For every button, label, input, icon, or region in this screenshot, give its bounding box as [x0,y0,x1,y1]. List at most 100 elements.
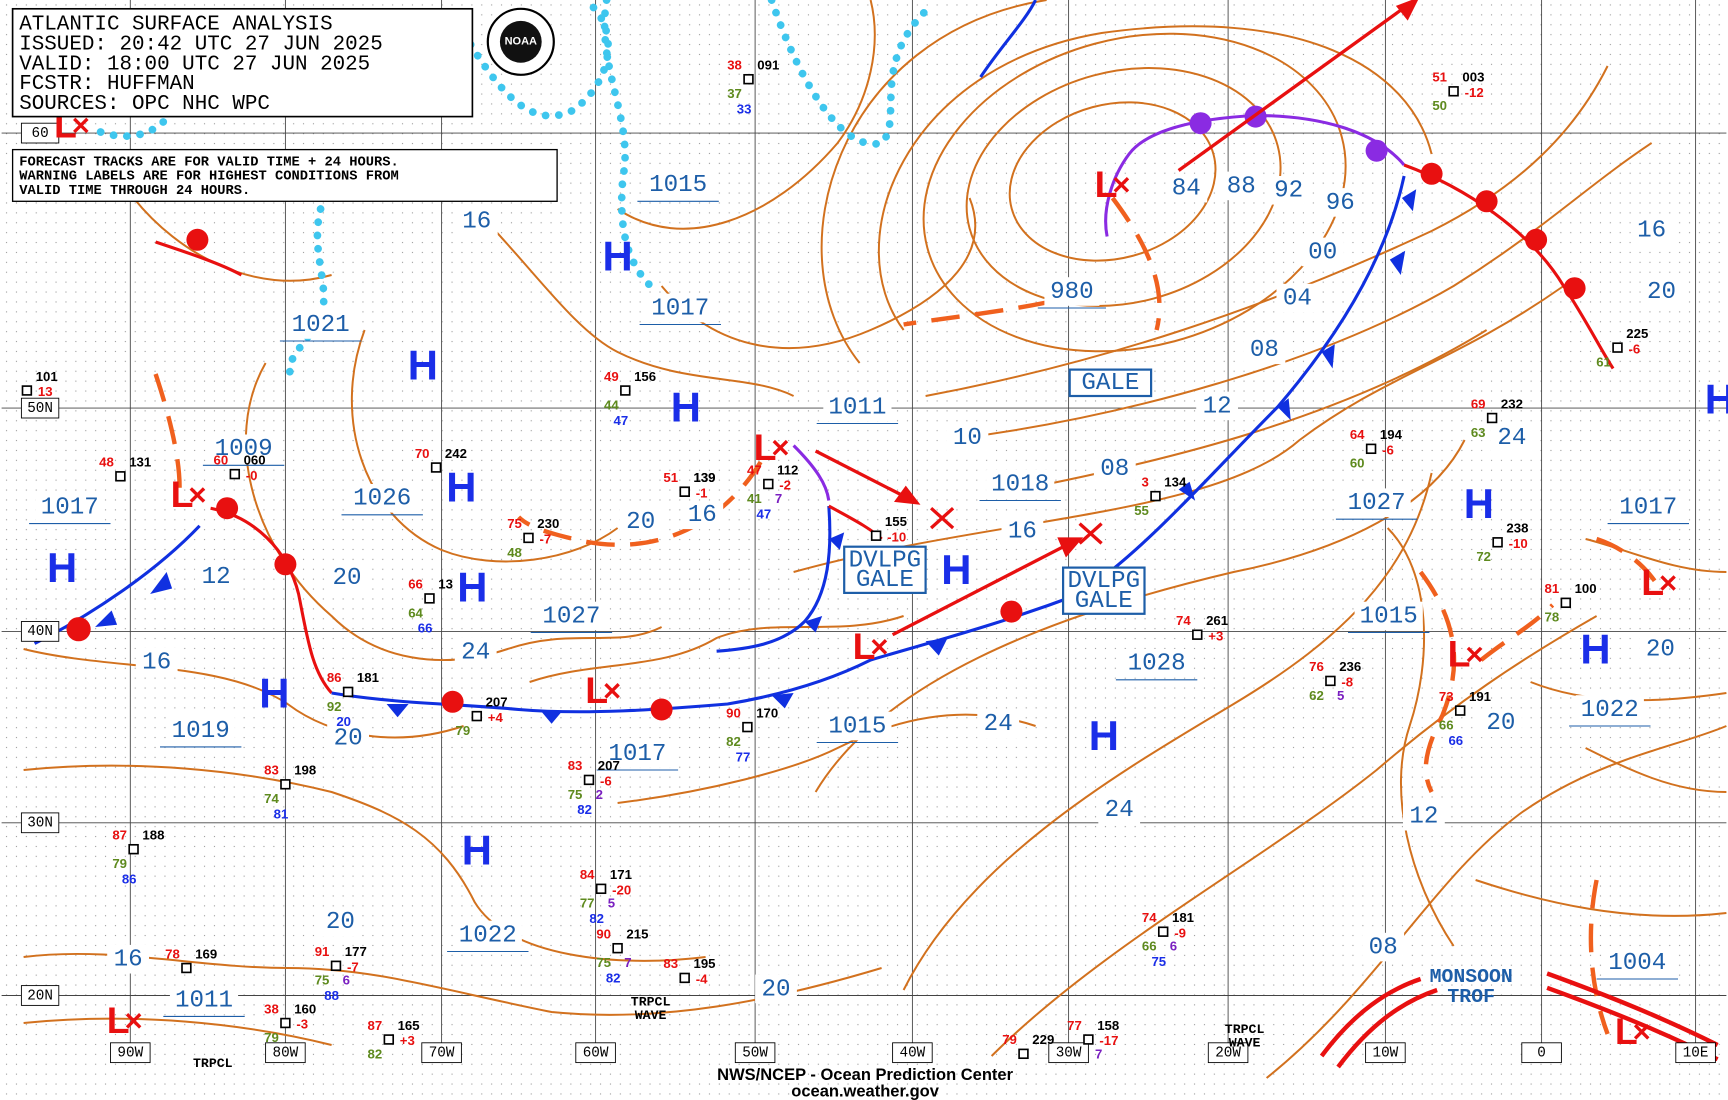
station-tendency: -0 [246,468,258,483]
isobar-label: 12 [1203,393,1232,420]
isobar-label-bg [348,484,417,513]
station-marker [280,779,291,790]
station-dewpoint: 55 [1134,503,1149,518]
station-sst: 81 [274,807,289,822]
station-sst: 82 [577,802,592,817]
station-marker [280,1017,291,1029]
lon-label-box [265,1042,306,1064]
low-mark [1633,1024,1650,1040]
station-temperature: 87 [112,827,127,842]
station-marker [1150,490,1161,502]
isobar-label-bg [1276,283,1319,313]
isobar-label-bg [107,944,149,974]
station-sst: 86 [122,871,137,886]
station-temperature: 38 [264,1001,279,1016]
isobar-label-bg [977,709,1020,739]
station-dewpoint: 92 [327,699,342,714]
isobar-label-bg [1403,801,1445,831]
isobar-label: 1017 [41,494,99,521]
lat-label-box [20,985,60,1006]
isobar-label: 08 [1250,337,1279,364]
high-center: H [47,544,77,591]
isobar-label-bg [1639,634,1682,664]
station-temperature: 49 [604,369,619,384]
station-marker [523,532,534,544]
isobar-label: 08 [1100,456,1129,483]
station-tendency: -17 [1099,1033,1118,1048]
lat-label-box [20,397,60,419]
station-temperature: 84 [580,867,595,882]
isobar-label: 1021 [292,312,350,339]
station-temperature: 87 [368,1018,383,1033]
isobar-label: 16 [462,208,491,235]
warning-box [1062,566,1146,615]
isobar-label: 20 [1646,636,1675,663]
front-symbols [66,105,1586,724]
station-marker [1192,629,1203,640]
station-marker [181,962,192,974]
high-center: H [1705,376,1728,423]
isobar-label-bg [946,423,989,453]
lon-label-box [1675,1042,1716,1064]
warning-box [1068,368,1153,398]
low-mark [189,487,206,503]
station-dewpoint: 78 [1545,610,1560,625]
isobar-label: 1015 [649,172,707,199]
isobar-label-bg [453,920,522,950]
station-temperature: 64 [1350,427,1365,442]
station-tendency: 13 [38,384,53,399]
isobar-label-bg [1480,708,1522,737]
station-dewpoint: 72 [1476,549,1491,564]
high-center: H [1089,712,1119,759]
station-sst: 88 [324,988,339,1003]
isobar-label-bg [169,985,239,1015]
station-temperature: 91 [315,944,330,959]
lon-label: 50W [742,1045,768,1061]
isobar-label: 00 [1308,239,1337,266]
isobar-label: 12 [1409,804,1438,831]
isobar-label-bg [1001,517,1044,546]
station-pressure: 003 [1462,70,1484,85]
station-temperature: 48 [99,455,114,470]
high-center: H [1464,480,1494,527]
station-marker [1448,86,1459,97]
isobar-label: 1019 [172,718,230,745]
isobar-label: 1022 [459,922,517,949]
station-sst: 82 [606,970,621,985]
feature-label: TRPCL [1225,1022,1265,1037]
header-line: SOURCES: OPC NHC WPC [19,93,270,116]
station-pressure: 230 [537,516,559,531]
station-pressure: 170 [756,705,778,720]
isobar-label: 20 [1486,710,1515,737]
station-temperature: 51 [1432,70,1447,85]
warning-label: DVLPG [849,547,922,574]
isobar-label: 24 [461,640,490,667]
isobar-label: 24 [1497,425,1526,452]
station-pressure: 139 [694,470,716,485]
high-center: H [462,827,492,874]
lon-label-box [575,1042,616,1064]
lon-label-box [892,1042,933,1064]
station-dewpoint: 50 [1432,98,1447,113]
station-marker [1083,1034,1094,1045]
station-pressure: 232 [1501,396,1523,411]
isobar-label-bg [646,293,715,323]
station-pressure: 207 [486,694,508,709]
low-center: L [585,669,608,711]
lon-label-box [110,1042,151,1064]
station-marker [583,774,595,786]
warning-box [843,545,927,595]
low-center: L [754,426,777,468]
station-tendency: -8 [1341,675,1353,690]
low-mark [1660,575,1676,591]
warning-label: GALE [856,567,914,594]
isobar-label-bg [537,601,606,631]
isobar-label-bg [681,500,724,530]
isobar-label-bg [1044,277,1100,306]
station-sst: 66 [418,621,433,636]
station-tendency: -7 [347,959,359,974]
station-pressure: 160 [294,1001,316,1016]
isobar-label: 1028 [1128,651,1186,678]
isobar-label: 1017 [1619,494,1677,521]
station-dewpoint: 82 [726,734,741,749]
